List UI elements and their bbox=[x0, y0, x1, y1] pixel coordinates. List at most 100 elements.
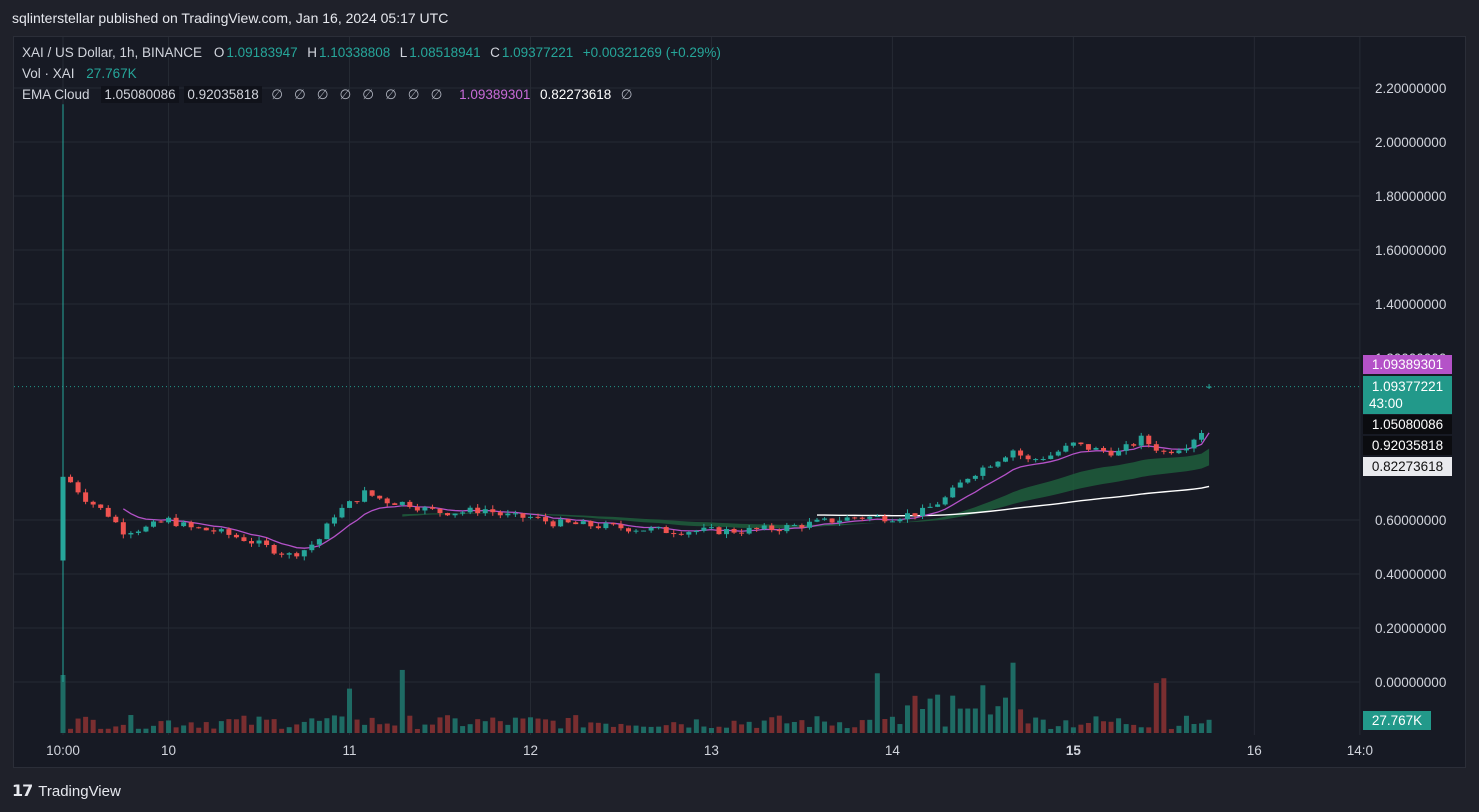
volume-bar bbox=[874, 673, 880, 733]
candle-body bbox=[377, 495, 383, 499]
volume-bar bbox=[558, 728, 564, 733]
volume-bar bbox=[950, 695, 956, 733]
volume-bar bbox=[527, 717, 533, 733]
candle-body bbox=[701, 527, 707, 531]
candle-body bbox=[656, 527, 662, 529]
volume-bar bbox=[98, 728, 104, 733]
volume-bar bbox=[761, 720, 767, 733]
candle-body bbox=[233, 534, 239, 538]
volume-bar bbox=[1048, 728, 1054, 733]
volume-bar bbox=[90, 719, 96, 733]
footer-brand[interactable]: 𝟭𝟳 TradingView bbox=[12, 781, 121, 801]
candle-body bbox=[218, 529, 224, 532]
volume-bar bbox=[972, 708, 978, 733]
volume-bar bbox=[987, 714, 993, 733]
volume-bar bbox=[573, 715, 579, 733]
volume-bar bbox=[347, 688, 353, 733]
candle-body bbox=[1183, 448, 1189, 451]
candle-body bbox=[693, 530, 699, 533]
y-tick-label: 1.80000000 bbox=[1375, 189, 1446, 204]
volume-bar bbox=[731, 720, 737, 733]
candle-body bbox=[294, 553, 300, 557]
candle-body bbox=[550, 521, 556, 527]
volume-bar bbox=[1138, 727, 1144, 733]
x-tick-label: 14:0 bbox=[1347, 743, 1373, 758]
volume-bar bbox=[452, 718, 458, 733]
volume-bar bbox=[316, 720, 322, 733]
volume-bar bbox=[211, 728, 217, 733]
legend-ema-null-end: ∅ bbox=[620, 87, 644, 102]
volume-bar bbox=[113, 726, 119, 733]
candle-body bbox=[188, 522, 194, 528]
ema-upper-price-label: 1.05080086 bbox=[1363, 415, 1452, 434]
volume-bar bbox=[520, 718, 526, 733]
candle-body bbox=[618, 524, 624, 529]
candle-body bbox=[950, 487, 956, 498]
volume-bar bbox=[249, 724, 254, 733]
candle-body bbox=[716, 527, 722, 535]
legend-open: 1.09183947 bbox=[226, 45, 298, 60]
candle-body bbox=[512, 513, 518, 515]
volume-bar bbox=[512, 717, 518, 733]
candle-body bbox=[1123, 444, 1129, 451]
candle-body bbox=[120, 522, 126, 535]
volume-bar bbox=[912, 695, 918, 733]
ema-lower-price-label: 0.92035818 bbox=[1363, 436, 1452, 455]
candle-body bbox=[980, 467, 986, 476]
candle-body bbox=[1206, 386, 1212, 388]
volume-bar bbox=[1040, 719, 1046, 733]
x-tick-label: 11 bbox=[343, 743, 357, 758]
volume-bar bbox=[105, 728, 111, 733]
countdown-value: 43:00 bbox=[1369, 396, 1403, 411]
candle-body bbox=[1153, 444, 1159, 451]
candle-body bbox=[1048, 455, 1054, 459]
volume-bar bbox=[422, 724, 428, 733]
legend-change: +0.00321269 (+0.29%) bbox=[582, 45, 721, 60]
candle-body bbox=[422, 507, 428, 511]
volume-bar bbox=[1131, 724, 1137, 733]
legend-symbol[interactable]: XAI / US Dollar, 1h, BINANCE bbox=[22, 45, 203, 60]
candle-body bbox=[83, 492, 89, 502]
volume-bar bbox=[724, 727, 730, 733]
candle-body bbox=[580, 521, 586, 525]
candle-body bbox=[806, 521, 812, 528]
volume-bar bbox=[218, 721, 224, 733]
candle-body bbox=[301, 550, 307, 557]
volume-bar bbox=[935, 694, 941, 733]
candle-body bbox=[203, 527, 209, 531]
volume-bar bbox=[852, 727, 858, 733]
legend-ema-label[interactable]: EMA Cloud bbox=[22, 87, 90, 102]
candle-body bbox=[362, 490, 368, 502]
candle-body bbox=[626, 528, 631, 532]
candle-body bbox=[490, 509, 496, 513]
legend-close-key: C bbox=[490, 45, 500, 60]
volume-bar bbox=[535, 718, 541, 733]
candle-body bbox=[724, 528, 730, 535]
candle-body bbox=[324, 523, 330, 540]
chart-frame[interactable] bbox=[13, 36, 1466, 768]
y-tick-label: 0.40000000 bbox=[1375, 567, 1446, 582]
candle-body bbox=[746, 527, 752, 534]
volume-bar bbox=[1078, 724, 1084, 733]
candle-body bbox=[859, 517, 865, 519]
volume-bar bbox=[128, 715, 134, 733]
volume-bar bbox=[445, 715, 451, 733]
candle-body bbox=[399, 501, 405, 505]
candle-body bbox=[686, 532, 692, 535]
candle-body bbox=[1101, 447, 1107, 451]
volume-bar bbox=[686, 727, 692, 733]
candle-body bbox=[347, 501, 353, 508]
volume-bar bbox=[904, 705, 910, 733]
volume-bar bbox=[505, 724, 511, 733]
volume-bar bbox=[1168, 728, 1174, 733]
candle-body bbox=[279, 553, 285, 555]
candle-body bbox=[535, 516, 541, 518]
volume-bar bbox=[663, 725, 669, 733]
candle-body bbox=[588, 521, 594, 527]
volume-bar bbox=[889, 716, 895, 733]
candle-body bbox=[241, 537, 247, 542]
candle-body bbox=[965, 478, 971, 483]
candle-body bbox=[68, 476, 74, 483]
legend-vol-label[interactable]: Vol · XAI bbox=[22, 66, 75, 81]
